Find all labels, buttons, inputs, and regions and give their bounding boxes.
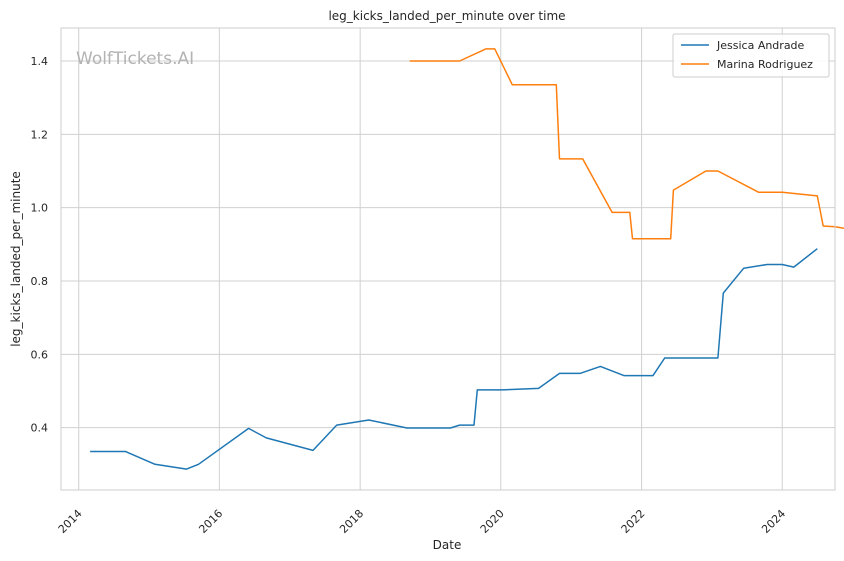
y-tick-label: 1.4 xyxy=(31,55,49,68)
y-tick-label: 0.8 xyxy=(31,275,49,288)
y-axis-title: leg_kicks_landed_per_minute xyxy=(9,171,23,347)
x-tick-label: 2018 xyxy=(337,507,366,536)
y-tick-label: 1.2 xyxy=(31,128,49,141)
y-gridlines xyxy=(61,60,835,429)
y-tick-labels: 0.4 0.6 0.8 1.0 1.2 1.4 xyxy=(31,55,49,435)
x-gridlines xyxy=(78,28,783,490)
x-tick-label: 2024 xyxy=(759,507,788,536)
x-tick-label: 2022 xyxy=(619,507,648,536)
series-line-marina-rodriguez xyxy=(409,48,844,240)
y-tick-label: 0.6 xyxy=(31,348,49,361)
y-tick-label: 0.4 xyxy=(31,422,49,435)
series-line-jessica-andrade xyxy=(90,248,818,470)
legend: Jessica Andrade Marina Rodriguez xyxy=(672,33,830,78)
x-axis-title: Date xyxy=(433,538,462,552)
x-tick-label: 2014 xyxy=(56,507,85,536)
y-tick-label: 1.0 xyxy=(31,202,49,215)
plot-area-frame xyxy=(60,27,836,491)
legend-box xyxy=(672,33,830,78)
legend-label: Marina Rodriguez xyxy=(717,58,813,71)
x-tick-labels: 2014 2016 2018 2020 2022 2024 xyxy=(56,507,788,536)
chart-title: leg_kicks_landed_per_minute over time xyxy=(328,9,565,23)
series-lines xyxy=(90,48,844,470)
x-tick-label: 2020 xyxy=(478,507,507,536)
legend-label: Jessica Andrade xyxy=(716,39,805,52)
watermark: WolfTickets.AI xyxy=(76,49,194,69)
x-tick-label: 2016 xyxy=(196,507,225,536)
